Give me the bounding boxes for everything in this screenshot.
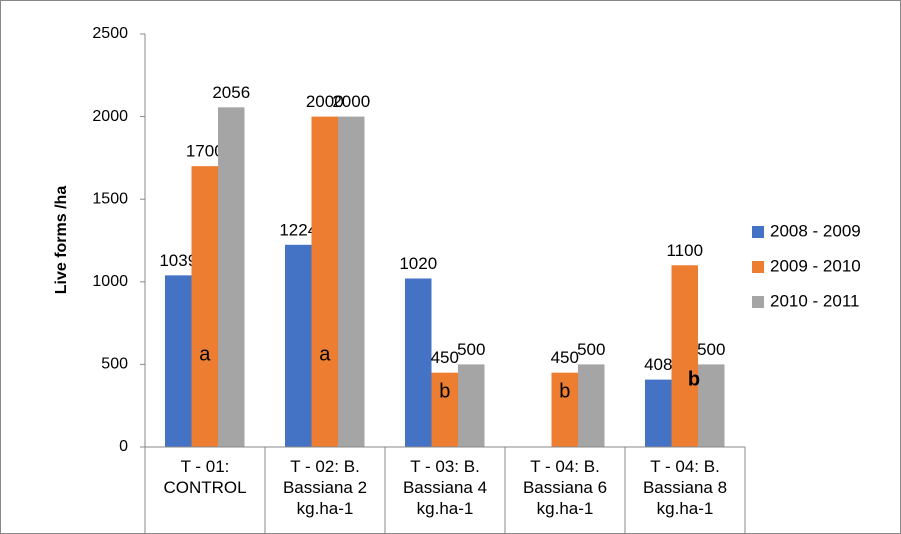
legend-label: 2009 - 2010: [770, 256, 861, 275]
value-label: 2000: [332, 92, 370, 111]
legend-swatch: [752, 226, 764, 238]
value-label: 1700: [186, 142, 224, 161]
value-label: 1100: [666, 241, 703, 260]
bar: [218, 107, 245, 447]
bar: [165, 275, 192, 447]
bar: [285, 244, 312, 447]
x-tick-label: T - 04: B. Bassiana 8 kg.ha-1: [643, 457, 727, 518]
x-tick-label: T - 01: CONTROL: [163, 457, 246, 497]
bar: [458, 364, 485, 447]
value-label: 500: [457, 340, 485, 359]
value-label: 500: [577, 340, 605, 359]
value-label: 450: [551, 348, 579, 367]
bar: [578, 364, 605, 447]
y-axis-label: Live forms /ha: [53, 186, 70, 295]
bar: [645, 379, 672, 447]
annotation: b: [688, 368, 700, 390]
value-label: 450: [431, 348, 459, 367]
value-label: 2000: [306, 92, 344, 111]
value-label: 1020: [399, 254, 437, 273]
bar: [431, 372, 458, 447]
bar: [671, 265, 698, 447]
y-tick-label: 0: [119, 438, 128, 455]
annotation: a: [319, 343, 331, 365]
legend-swatch: [752, 296, 764, 308]
y-tick-label: 2000: [92, 108, 128, 125]
bar: [311, 116, 338, 447]
value-label: 2056: [212, 83, 250, 102]
value-label: 1039: [159, 251, 197, 270]
bar: [338, 116, 365, 447]
value-label: 408: [644, 355, 672, 374]
value-label: 500: [697, 340, 725, 359]
legend-label: 2008 - 2009: [770, 221, 861, 240]
x-tick-label: T - 02: B. Bassiana 2 kg.ha-1: [283, 457, 367, 518]
annotation: b: [439, 380, 450, 402]
y-tick-label: 500: [101, 356, 128, 373]
bar: [405, 278, 432, 447]
x-tick-label: T - 04: B. Bassiana 6 kg.ha-1: [523, 457, 607, 518]
y-tick-label: 1500: [92, 190, 128, 207]
annotation: b: [559, 380, 570, 402]
x-tick-label: T - 03: B. Bassiana 4 kg.ha-1: [403, 457, 487, 518]
legend-label: 2010 - 2011: [770, 291, 859, 310]
bar: [551, 372, 578, 447]
bar: [191, 166, 218, 447]
y-tick-label: 1000: [92, 273, 128, 290]
annotation: a: [199, 343, 211, 365]
y-tick-label: 2500: [92, 25, 128, 42]
value-label: 1224: [279, 220, 317, 239]
bar: [698, 364, 725, 447]
legend-swatch: [752, 261, 764, 273]
